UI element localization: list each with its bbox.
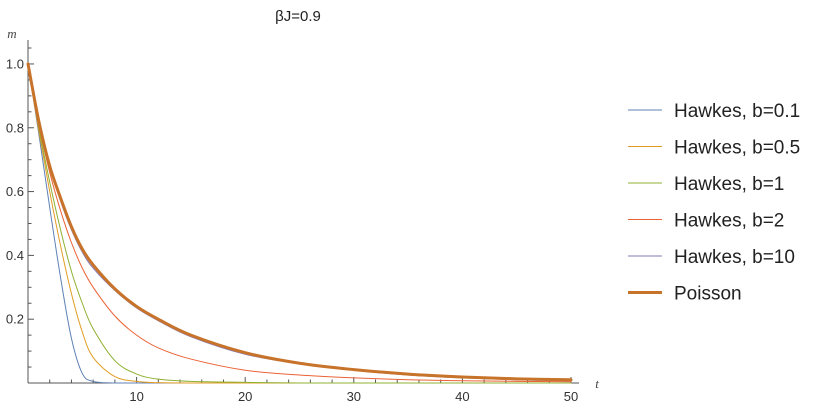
y-tick-label: 1.0 — [6, 56, 24, 71]
series-line-hawkes-b-2 — [27, 63, 572, 383]
y-axis-label: m — [7, 26, 16, 41]
series-line-hawkes-b-0-1 — [27, 63, 572, 384]
y-tick-label: 0.6 — [6, 184, 24, 199]
series-line-hawkes-b-0-5 — [27, 63, 572, 384]
x-tick-label: 50 — [564, 389, 578, 404]
x-tick-label: 40 — [455, 389, 469, 404]
y-tick-label: 0.2 — [6, 312, 24, 327]
y-tick-label: 0.4 — [6, 248, 24, 263]
series-line-hawkes-b-1 — [27, 63, 572, 384]
series-line-hawkes-b-10 — [27, 63, 572, 382]
legend-label-hawkes-b-0-1: Hawkes, b=0.1 — [674, 101, 800, 122]
legend-label-hawkes-b-0-5: Hawkes, b=0.5 — [674, 138, 800, 159]
y-tick-label: 0.8 — [6, 120, 24, 135]
legend-label-hawkes-b-10: Hawkes, b=10 — [674, 247, 795, 268]
chart-title: βJ=0.9 — [275, 8, 321, 25]
series-group — [26, 62, 573, 384]
x-tick-label: 20 — [238, 389, 252, 404]
legend-label-hawkes-b-1: Hawkes, b=1 — [674, 174, 784, 195]
legend-label-poisson: Poisson — [674, 284, 742, 305]
x-tick-label: 10 — [129, 389, 143, 404]
axes: 10 20 30 40 50 0.2 0.4 0.6 0.8 1.0 t m — [6, 26, 599, 404]
x-tick-label: 30 — [347, 389, 361, 404]
series-line-poisson — [26, 62, 573, 382]
legend: Hawkes, b=0.1 Hawkes, b=0.5 Hawkes, b=1 Haw… — [628, 101, 800, 305]
legend-label-hawkes-b-2: Hawkes, b=2 — [674, 211, 784, 232]
x-axis-label: t — [595, 376, 599, 391]
